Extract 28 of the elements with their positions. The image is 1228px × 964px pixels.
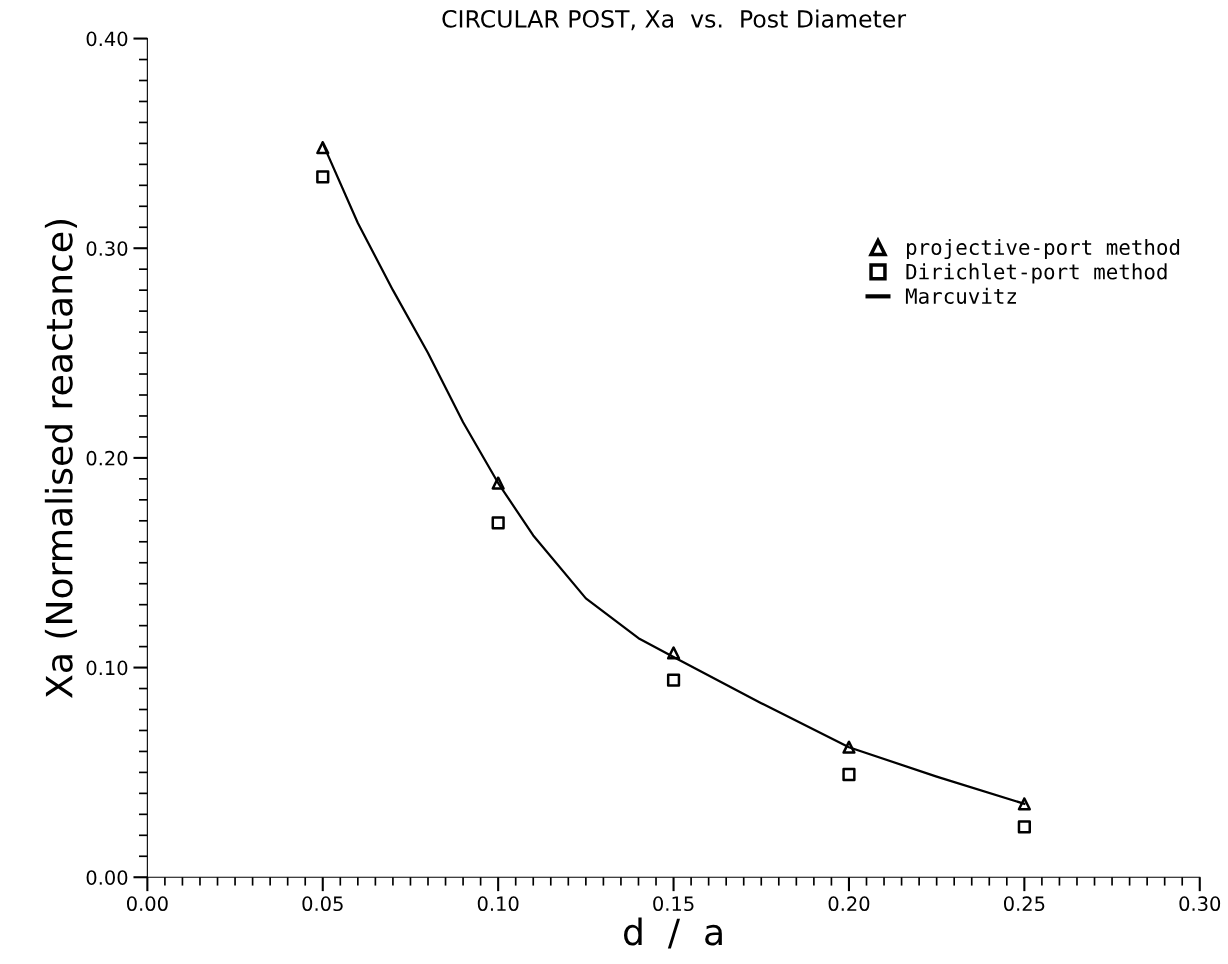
point	[842, 767, 856, 782]
point	[491, 476, 505, 490]
x-tick-label: 0.20	[828, 896, 870, 912]
y-tick-label: 0.10	[86, 660, 128, 676]
x-axis-title: d / a	[623, 917, 722, 949]
point	[666, 646, 681, 660]
legend-label: Dirichlet-port method	[906, 263, 1167, 284]
x-tick-label: 0.15	[653, 896, 694, 912]
x-tick-label: 0.05	[302, 896, 343, 912]
y-axis-title: Xa (Normalised reactance)	[44, 219, 78, 698]
y-tick-label: 0.40	[86, 31, 128, 47]
y-tick-label: 0.20	[86, 450, 128, 466]
point	[316, 140, 330, 155]
point	[491, 516, 505, 530]
x-tick-label: 0.00	[127, 896, 168, 912]
point	[1017, 820, 1031, 834]
y-tick-label: 0.30	[86, 241, 128, 256]
x-tick-label: 0.30	[1179, 896, 1221, 912]
y-tick-label: 0.00	[86, 870, 128, 885]
point	[666, 673, 681, 687]
point	[1017, 797, 1031, 811]
point	[316, 170, 330, 184]
point	[842, 740, 856, 754]
x-tick-label: 0.10	[477, 896, 519, 912]
chart-title: CIRCULAR POST, Xa vs. Post Diameter	[442, 9, 907, 31]
legend-label: Marcuvitz	[905, 287, 1016, 304]
legend-label: projective-port method	[907, 238, 1180, 260]
x-tick-label: 0.25	[1003, 896, 1045, 912]
